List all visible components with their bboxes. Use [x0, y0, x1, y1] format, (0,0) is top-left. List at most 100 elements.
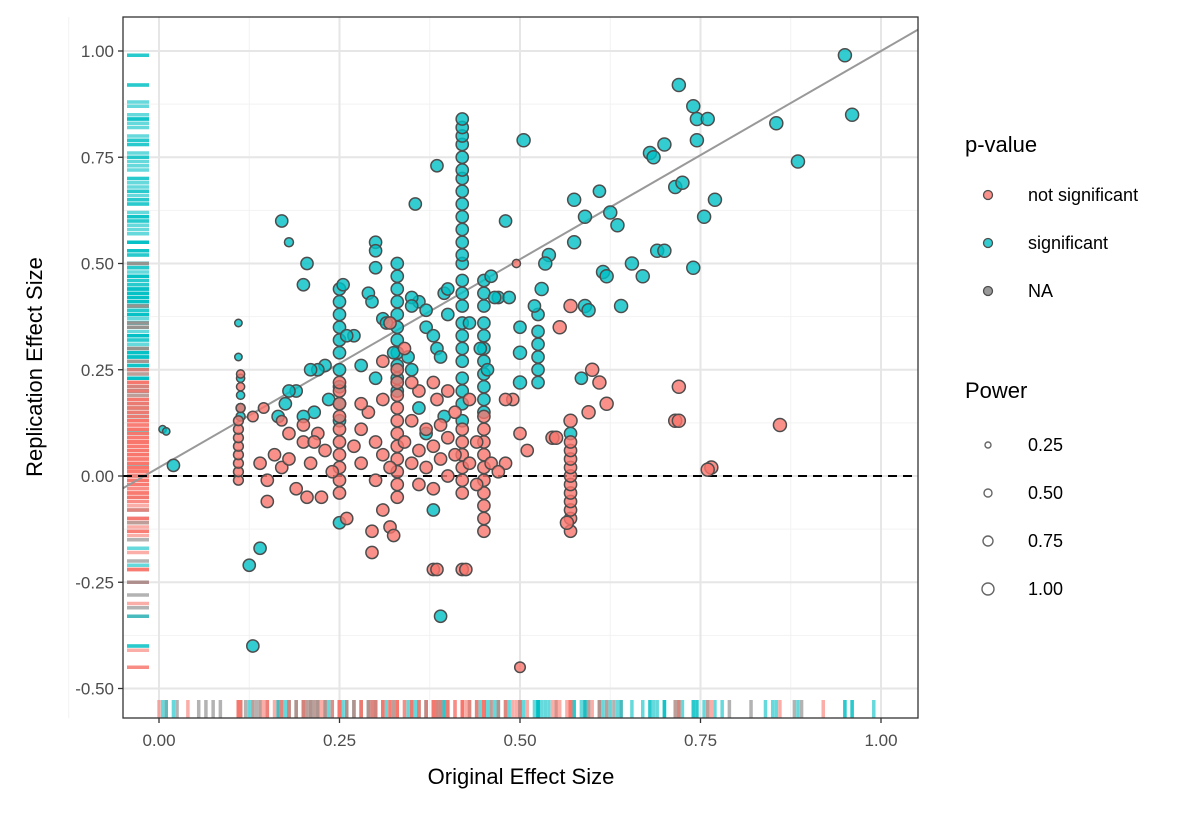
point-significant — [390, 256, 405, 271]
point-not-significant — [325, 464, 340, 479]
point-significant — [455, 354, 470, 369]
legend-label: NA — [1028, 281, 1053, 301]
point-significant — [592, 184, 607, 199]
point-not-significant — [368, 435, 383, 449]
point-not-significant — [513, 426, 527, 441]
point-significant — [613, 298, 629, 314]
point-not-significant — [354, 422, 369, 437]
y-tick-label: -0.50 — [75, 680, 114, 699]
point-not-significant — [354, 396, 369, 411]
y-axis-title: Replication Effect Size — [22, 257, 47, 477]
point-significant — [686, 99, 701, 114]
x-tick-label: 0.25 — [323, 731, 356, 750]
point-significant — [368, 371, 383, 386]
point-significant — [769, 116, 784, 131]
point-significant — [512, 375, 528, 390]
legend-size-key — [984, 441, 992, 449]
point-significant — [426, 328, 441, 343]
point-not-significant — [296, 418, 311, 432]
point-not-significant — [448, 447, 462, 462]
point-not-significant — [332, 422, 347, 437]
point-significant — [577, 209, 593, 224]
point-not-significant — [430, 562, 444, 577]
point-significant — [246, 639, 260, 653]
point-significant — [426, 503, 441, 517]
point-not-significant — [354, 456, 369, 471]
point-significant — [390, 282, 405, 296]
point-not-significant — [397, 341, 412, 356]
point-not-significant — [412, 443, 426, 458]
point-significant — [412, 401, 426, 415]
point-not-significant — [282, 452, 296, 466]
legend-key-na — [982, 285, 994, 297]
point-significant — [440, 307, 455, 322]
point-not-significant — [232, 415, 245, 427]
point-significant — [455, 209, 470, 224]
point-not-significant — [559, 515, 575, 530]
point-not-significant — [581, 405, 596, 420]
point-not-significant — [267, 447, 282, 462]
point-significant — [534, 281, 549, 297]
panel-border — [122, 16, 919, 719]
point-not-significant — [440, 469, 455, 483]
point-not-significant — [303, 456, 318, 471]
point-not-significant — [289, 481, 304, 496]
point-not-significant — [235, 402, 246, 414]
point-significant — [696, 209, 712, 224]
point-significant — [477, 379, 491, 394]
x-tick-label: 1.00 — [864, 731, 897, 750]
point-significant — [487, 290, 502, 305]
point-significant — [455, 163, 470, 177]
point-not-significant — [419, 422, 433, 437]
point-significant — [283, 237, 295, 248]
y-tick-label: -0.25 — [75, 573, 114, 592]
point-significant — [566, 192, 582, 207]
point-significant — [430, 158, 444, 173]
point-not-significant — [404, 413, 419, 428]
point-significant — [433, 609, 448, 624]
point-significant — [433, 350, 448, 364]
point-not-significant — [563, 298, 578, 314]
point-not-significant — [462, 392, 477, 407]
point-significant — [531, 337, 545, 352]
point-significant — [531, 362, 545, 377]
legend-size-title: Power — [965, 378, 1027, 403]
point-not-significant — [274, 460, 289, 475]
point-not-significant — [390, 490, 405, 505]
point-not-significant — [491, 464, 506, 479]
point-significant — [473, 341, 488, 356]
point-significant — [657, 243, 672, 258]
point-significant — [700, 111, 715, 127]
point-not-significant — [477, 498, 491, 513]
point-not-significant — [469, 477, 484, 492]
point-not-significant — [314, 490, 329, 505]
legend-label: not significant — [1028, 185, 1138, 205]
x-tick-label: 0.75 — [684, 731, 717, 750]
legend-key-s — [982, 237, 994, 249]
point-not-significant — [404, 456, 419, 471]
axis-ticks: 0.00 0.25 0.50 0.75 1.00 -0.50 -0.25 0.00 0.25 0.… — [75, 42, 897, 750]
point-not-significant — [584, 362, 600, 377]
point-significant — [303, 362, 318, 377]
point-significant — [339, 328, 354, 343]
point-not-significant — [390, 413, 405, 428]
point-significant — [278, 396, 293, 411]
point-not-significant — [563, 435, 578, 449]
legend-size-key — [981, 582, 995, 596]
point-not-significant — [368, 473, 383, 488]
point-significant — [419, 303, 433, 318]
point-significant — [419, 320, 433, 335]
point-not-significant — [440, 384, 455, 398]
point-not-significant — [332, 435, 347, 449]
point-significant — [440, 282, 455, 296]
point-significant — [516, 133, 531, 148]
point-significant — [527, 299, 542, 313]
point-not-significant — [383, 316, 397, 330]
point-not-significant — [455, 422, 470, 437]
point-significant — [581, 303, 596, 318]
legend-color-title: p-value — [965, 132, 1037, 157]
point-not-significant — [469, 435, 484, 449]
point-significant — [161, 426, 171, 436]
point-not-significant — [511, 258, 522, 269]
